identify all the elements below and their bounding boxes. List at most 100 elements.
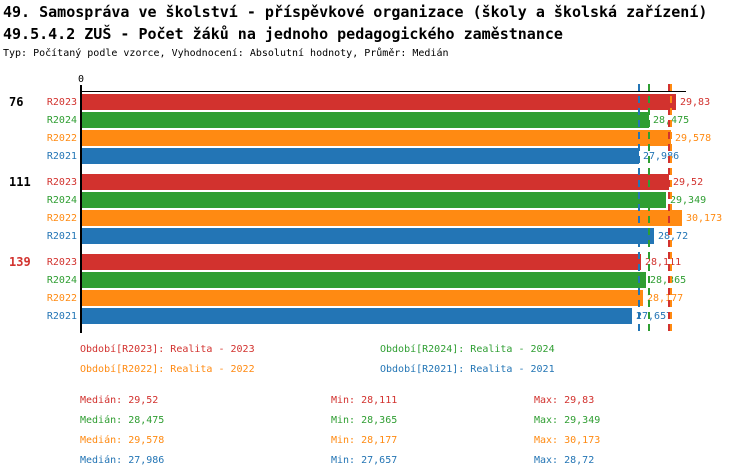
stat-max-r2023: Max: 29,83 <box>534 395 594 406</box>
legend-item-r2023: Období[R2023]: Realita - 2023 <box>80 344 255 355</box>
stat-max-value: 29,349 <box>564 415 601 426</box>
legend-item-r2022: Období[R2022]: Realita - 2022 <box>80 364 255 375</box>
stat-min-label: Min: <box>331 395 356 406</box>
bar-r2022 <box>82 130 671 146</box>
series-row-label: R2023 <box>46 176 77 188</box>
group-label: 139 <box>9 255 31 269</box>
bar-row: R2021 27,657 <box>0 307 750 325</box>
x-axis-line <box>80 91 686 92</box>
bar-r2023 <box>82 174 669 190</box>
stat-min-value: 28,177 <box>361 435 398 446</box>
bar-r2022 <box>82 210 682 226</box>
median-line-r2023 <box>668 84 670 331</box>
bar-row: R2021 28,72 <box>0 227 750 245</box>
x-axis-zero-tick-label: 0 <box>77 74 85 85</box>
stats-row-r2024: Medián: 28,475 Min: 28,365 Max: 29,349 <box>0 415 750 429</box>
stat-min-label: Min: <box>331 435 356 446</box>
bar-value-label: 29,83 <box>680 96 711 108</box>
group-label: 76 <box>9 95 24 109</box>
bar-r2021 <box>82 228 654 244</box>
series-row-label: R2024 <box>46 274 77 286</box>
stat-median-label: Medián: <box>80 455 123 466</box>
bar-row: 139 R2023 28,111 <box>0 253 750 271</box>
stat-min-value: 28,111 <box>361 395 398 406</box>
bar-value-label: 28,111 <box>645 256 682 268</box>
bar-row: R2022 30,173 <box>0 209 750 227</box>
bar-r2024 <box>82 112 649 128</box>
stat-max-r2022: Max: 30,173 <box>534 435 600 446</box>
stat-max-label: Max: <box>534 455 559 466</box>
stat-median-r2024: Medián: 28,475 <box>80 415 164 426</box>
bar-r2021 <box>82 148 639 164</box>
series-row-label: R2021 <box>46 150 77 162</box>
stat-max-value: 29,83 <box>564 395 595 406</box>
series-row-label: R2023 <box>46 256 77 268</box>
chart-meta-info: Typ: Počítaný podle vzorce, Vyhodnocení:… <box>3 48 449 59</box>
report-title: 49. Samospráva ve školství - příspěvkové… <box>3 3 708 21</box>
bar-r2021 <box>82 308 632 324</box>
bar-group: 111 R2023 29,52 R2024 29,349 R2022 30,173 R2021… <box>0 173 750 245</box>
chart-area: 0 76R202329,83R202428,475R202229,578R202… <box>0 74 750 333</box>
stat-max-label: Max: <box>534 435 559 446</box>
stat-median-r2021: Medián: 27,986 <box>80 455 164 466</box>
stat-min-value: 28,365 <box>361 415 398 426</box>
bar-group: 139R202328,111R202428,365R202228,177R202… <box>0 253 750 325</box>
group-label: 111 <box>9 175 31 189</box>
stat-max-label: Max: <box>534 395 559 406</box>
stat-min-r2021: Min: 27,657 <box>331 455 397 466</box>
stat-median-label: Medián: <box>80 415 123 426</box>
bar-row: 76 R2023 29,83 <box>0 93 750 111</box>
bar-group: 76R202329,83R202428,475R202229,578R20212… <box>0 93 750 165</box>
stat-max-r2024: Max: 29,349 <box>534 415 600 426</box>
stats-row-r2023: Medián: 29,52 Min: 28,111 Max: 29,83 <box>0 395 750 409</box>
bar-value-label: 29,52 <box>673 176 704 188</box>
legend-item-r2021: Období[R2021]: Realita - 2021 <box>380 364 555 375</box>
stat-median-value: 29,578 <box>128 435 165 446</box>
median-line-r2021 <box>638 84 640 331</box>
bar-row: R2021 27,986 <box>0 147 750 165</box>
bar-row: R2024 29,349 <box>0 191 750 209</box>
series-row-label: R2022 <box>46 132 77 144</box>
bar-row: R2022 29,578 <box>0 129 750 147</box>
stat-median-value: 28,475 <box>128 415 165 426</box>
legend-item-r2024: Období[R2024]: Realita - 2024 <box>380 344 555 355</box>
stat-median-value: 27,986 <box>128 455 165 466</box>
stat-min-label: Min: <box>331 415 356 426</box>
stat-min-r2023: Min: 28,111 <box>331 395 397 406</box>
stat-max-value: 28,72 <box>564 455 595 466</box>
stat-min-r2024: Min: 28,365 <box>331 415 397 426</box>
bar-value-label: 28,177 <box>647 292 684 304</box>
stat-min-value: 27,657 <box>361 455 398 466</box>
bar-r2024 <box>82 272 646 288</box>
bar-value-label: 27,657 <box>636 310 673 322</box>
y-axis-line <box>80 85 82 333</box>
series-row-label: R2021 <box>46 310 77 322</box>
bar-row: 111 R2023 29,52 <box>0 173 750 191</box>
stat-median-label: Medián: <box>80 395 123 406</box>
stat-median-r2022: Medián: 29,578 <box>80 435 164 446</box>
stat-median-r2023: Medián: 29,52 <box>80 395 158 406</box>
bar-r2023 <box>82 94 676 110</box>
stat-max-r2021: Max: 28,72 <box>534 455 594 466</box>
bar-value-label: 27,986 <box>643 150 680 162</box>
stat-median-value: 29,52 <box>128 395 159 406</box>
bar-value-label: 29,578 <box>675 132 712 144</box>
stats-row-r2022: Medián: 29,578 Min: 28,177 Max: 30,173 <box>0 435 750 449</box>
series-row-label: R2021 <box>46 230 77 242</box>
stat-min-r2022: Min: 28,177 <box>331 435 397 446</box>
bar-row: R2022 28,177 <box>0 289 750 307</box>
stat-max-value: 30,173 <box>564 435 601 446</box>
series-row-label: R2022 <box>46 292 77 304</box>
stats-row-r2021: Medián: 27,986 Min: 27,657 Max: 28,72 <box>0 455 750 469</box>
stat-median-label: Medián: <box>80 435 123 446</box>
stat-max-label: Max: <box>534 415 559 426</box>
median-line-r2022 <box>670 84 672 331</box>
bar-value-label: 30,173 <box>686 212 723 224</box>
stat-min-label: Min: <box>331 455 356 466</box>
median-line-r2024 <box>648 84 650 331</box>
bar-value-label: 29,349 <box>670 194 707 206</box>
bar-r2022 <box>82 290 643 306</box>
bar-value-label: 28,72 <box>658 230 689 242</box>
bars-plot: 76R202329,83R202428,475R202229,578R20212… <box>0 93 750 333</box>
